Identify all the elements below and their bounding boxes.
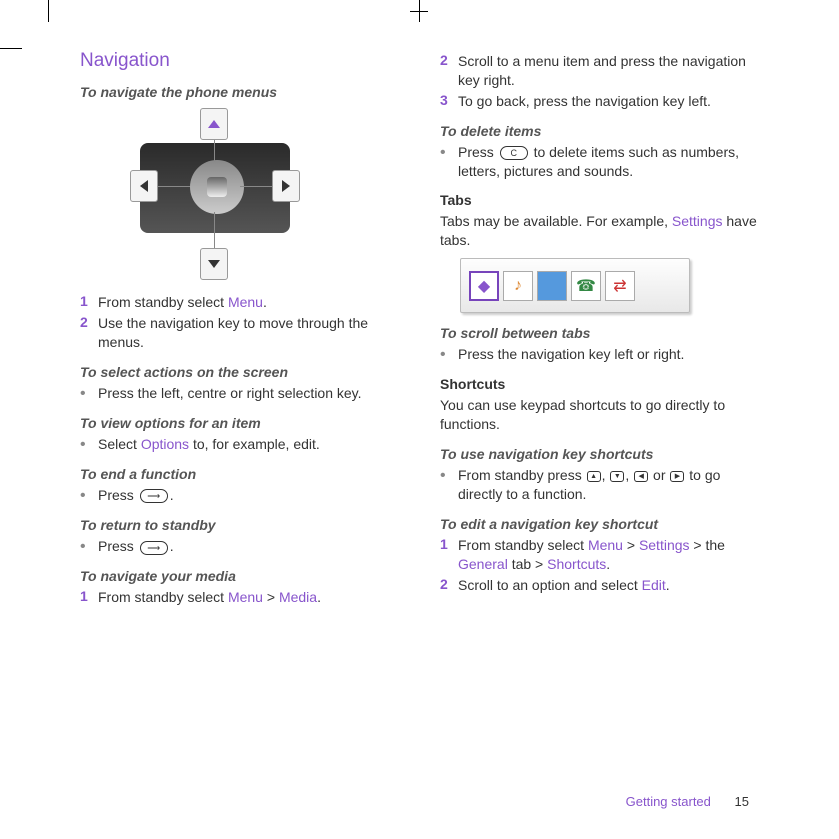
bullet-icon: • [440,345,458,364]
nav-up-small-icon: ▲ [587,471,601,482]
leader-line [214,212,215,248]
step-text: From standby select Menu > Media. [98,588,321,607]
c-key-icon: C [500,146,528,160]
step-text: From standby select Menu. [98,293,267,312]
settings-link: Settings [639,537,690,553]
bullet-icon: • [80,384,98,403]
step-text: Press the navigation key left or right. [458,345,684,364]
page-content: Navigation To navigate the phone menus 1… [80,50,760,780]
tab-connect-icon: ⇄ [605,271,635,301]
subhead-end: To end a function [80,466,400,482]
general-link: General [458,556,508,572]
list-item: 1 From standby select Menu. [80,293,400,312]
end-key-icon: ⟶ [140,489,168,503]
menu-link: Menu [228,589,263,605]
shortcuts-heading: Shortcuts [440,376,760,392]
navigation-diagram [100,108,330,283]
step-number: 2 [440,52,458,68]
right-column: 2 Scroll to a menu item and press the na… [440,50,760,780]
step-text: Select Options to, for example, edit. [98,435,320,454]
menu-link: Menu [588,537,623,553]
crop-mark [410,11,428,12]
list-item: 3 To go back, press the navigation key l… [440,92,760,111]
footer-section: Getting started [626,794,711,809]
list-item: • Press ⟶. [80,486,400,505]
tab-calls-icon: ☎ [571,271,601,301]
step-text: Scroll to a menu item and press the navi… [458,52,760,90]
left-column: Navigation To navigate the phone menus 1… [80,50,400,780]
subhead-edit: To edit a navigation key shortcut [440,516,760,532]
tabs-heading: Tabs [440,192,760,208]
step-text: Press the left, centre or right selectio… [98,384,362,403]
leader-line [214,140,215,162]
step-number: 3 [440,92,458,108]
list-item: • Press the left, centre or right select… [80,384,400,403]
end-key-icon: ⟶ [140,541,168,555]
subhead-scroll: To scroll between tabs [440,325,760,341]
nav-down-icon [200,248,228,280]
list-item: • Press the navigation key left or right… [440,345,760,364]
subhead-delete: To delete items [440,123,760,139]
step-text: Press C to delete items such as numbers,… [458,143,760,181]
step-text: From standby select Menu > Settings > th… [458,536,760,574]
list-item: • Press C to delete items such as number… [440,143,760,181]
subhead-view: To view options for an item [80,415,400,431]
tab-display-icon [537,271,567,301]
bullet-icon: • [440,466,458,485]
dpad-graphic [190,160,244,214]
list-item: 1 From standby select Menu > Media. [80,588,400,607]
crop-mark [48,0,49,22]
list-item: 1 From standby select Menu > Settings > … [440,536,760,574]
leader-line [240,186,272,187]
list-item: • From standby press ▲, ▼, ◀ or ▶ to go … [440,466,760,504]
bullet-icon: • [80,486,98,505]
step-number: 1 [80,293,98,309]
section-title: Navigation [80,50,400,72]
step-number: 1 [80,588,98,604]
list-item: 2 Scroll to a menu item and press the na… [440,52,760,90]
shortcuts-link: Shortcuts [547,556,606,572]
list-item: • Select Options to, for example, edit. [80,435,400,454]
crop-mark [0,48,22,49]
tab-sounds-icon: ♪ [503,271,533,301]
nav-down-small-icon: ▼ [610,471,624,482]
subhead-media: To navigate your media [80,568,400,584]
tabs-text: Tabs may be available. For example, Sett… [440,212,760,250]
list-item: 2 Use the navigation key to move through… [80,314,400,352]
bullet-icon: • [440,143,458,162]
step-number: 2 [80,314,98,330]
options-link: Options [141,436,189,452]
step-text: Scroll to an option and select Edit. [458,576,670,595]
nav-up-icon [200,108,228,140]
step-text: To go back, press the navigation key lef… [458,92,711,111]
page-number: 15 [735,794,749,809]
bullet-icon: • [80,537,98,556]
nav-right-small-icon: ▶ [670,471,684,482]
subhead-navigate: To navigate the phone menus [80,84,400,100]
step-text: Use the navigation key to move through t… [98,314,400,352]
list-item: • Press ⟶. [80,537,400,556]
nav-right-icon [272,170,300,202]
tabs-diagram: ◆ ♪ ☎ ⇄ [460,258,690,313]
step-text: Press ⟶. [98,537,174,556]
step-text: Press ⟶. [98,486,174,505]
page-footer: Getting started 15 [626,794,749,809]
bullet-icon: • [80,435,98,454]
nav-left-icon [130,170,158,202]
subhead-select: To select actions on the screen [80,364,400,380]
shortcuts-text: You can use keypad shortcuts to go direc… [440,396,760,434]
leader-line [158,186,190,187]
media-link: Media [279,589,317,605]
subhead-use: To use navigation key shortcuts [440,446,760,462]
step-text: From standby press ▲, ▼, ◀ or ▶ to go di… [458,466,760,504]
edit-link: Edit [642,577,666,593]
list-item: 2 Scroll to an option and select Edit. [440,576,760,595]
nav-left-small-icon: ◀ [634,471,648,482]
settings-link: Settings [672,213,723,229]
step-number: 1 [440,536,458,552]
menu-link: Menu [228,294,263,310]
step-number: 2 [440,576,458,592]
tab-general-icon: ◆ [469,271,499,301]
subhead-return: To return to standby [80,517,400,533]
